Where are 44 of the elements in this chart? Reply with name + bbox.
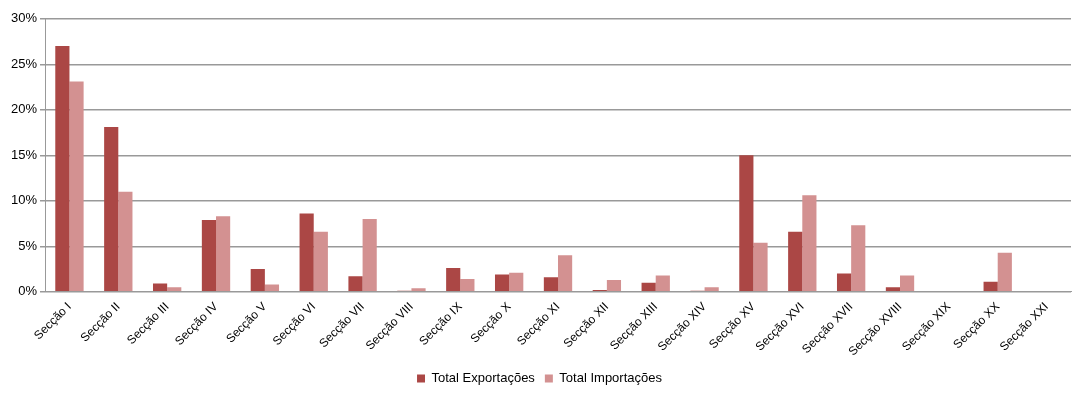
bar (641, 282, 656, 292)
bar (836, 273, 852, 292)
bar (167, 287, 182, 292)
bar (509, 272, 524, 292)
bar (655, 275, 670, 292)
bar (250, 269, 265, 292)
y-tick-label: 15% (10, 146, 38, 162)
bar (55, 46, 70, 292)
bar (851, 225, 866, 292)
legend-label: Total Exportações (431, 370, 536, 386)
y-tick-label: 25% (10, 55, 38, 71)
bar (606, 279, 622, 292)
y-tick-label: 10% (10, 192, 38, 208)
legend-label: Total Importações (559, 370, 663, 386)
y-tick-label: 0% (18, 283, 38, 299)
bar (313, 231, 328, 292)
y-tick-label: 5% (18, 237, 38, 253)
bar (558, 255, 573, 292)
bar (997, 252, 1012, 292)
bar (900, 275, 915, 292)
bar (460, 279, 475, 292)
bar (348, 276, 363, 292)
bar (152, 283, 168, 292)
bar (494, 274, 510, 292)
bar (201, 219, 217, 292)
bar (788, 231, 803, 292)
bar (216, 216, 231, 292)
bar (739, 155, 754, 292)
bar (104, 127, 119, 292)
bar (543, 277, 559, 292)
y-tick-label: 20% (10, 101, 38, 117)
bar (704, 287, 719, 292)
bar (69, 81, 84, 292)
bar (983, 281, 998, 292)
y-tick-label: 30% (10, 10, 38, 26)
bar (753, 242, 768, 292)
bar (299, 213, 314, 292)
bar (446, 268, 461, 292)
bar (885, 287, 900, 292)
bar (264, 284, 280, 292)
bar (362, 218, 377, 292)
bar (118, 191, 133, 292)
bar (411, 288, 426, 292)
bar (802, 195, 817, 292)
